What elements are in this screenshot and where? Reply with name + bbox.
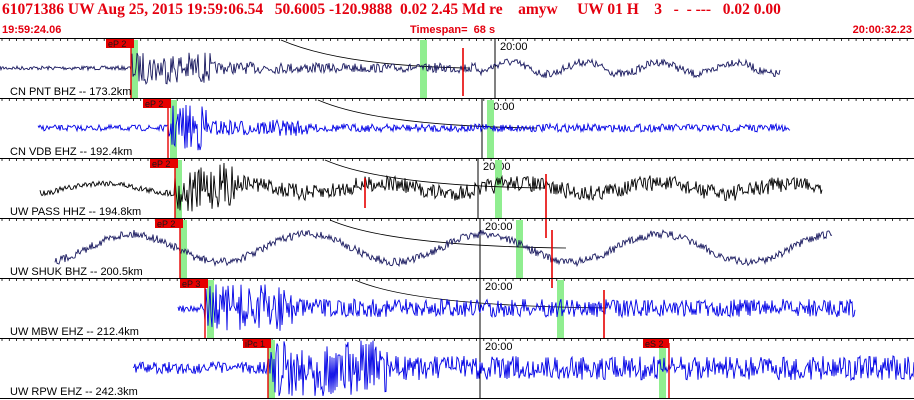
travel-time-curve bbox=[354, 279, 608, 309]
p-arrival-band bbox=[131, 40, 138, 98]
s-pick-box[interactable] bbox=[643, 339, 669, 348]
travel-time-curve bbox=[329, 219, 567, 249]
phase-pick-box[interactable] bbox=[243, 339, 271, 348]
trace-row-5[interactable]: 20:00 eP 3 UW MBW EHZ -- 212.4km bbox=[0, 278, 914, 339]
trace-row-1[interactable]: 20:00 eP 2 CN PNT BHZ -- 173.2km bbox=[0, 38, 914, 99]
waveform-trace bbox=[0, 52, 781, 85]
phase-pick-box[interactable] bbox=[180, 279, 208, 288]
phase-pick-box[interactable] bbox=[143, 99, 171, 108]
waveform-trace bbox=[39, 162, 823, 212]
station-label: UW RPW EHZ -- 242.3km bbox=[10, 386, 138, 398]
event-summary-title: 61071386 UW Aug 25, 2015 19:59:06.54 50.… bbox=[2, 1, 781, 18]
predicted-arrival-band bbox=[420, 40, 427, 98]
station-label: UW MBW EHZ -- 212.4km bbox=[10, 326, 139, 338]
predicted-arrival-band bbox=[487, 100, 494, 158]
phase-pick-label: eP 2 bbox=[157, 219, 175, 229]
timespan-label: Timespan= 68 s bbox=[410, 24, 496, 36]
phase-pick-label: eP 2 bbox=[145, 99, 163, 109]
minute-label: 20:00 bbox=[485, 281, 513, 293]
p-arrival-band bbox=[180, 220, 187, 278]
travel-time-curve bbox=[280, 39, 471, 69]
station-label: UW PASS HHZ -- 194.8km bbox=[10, 206, 141, 218]
trace-row-4[interactable]: 20:00 eP 2 UW SHUK BHZ -- 200.5km bbox=[0, 218, 914, 288]
phase-pick-label: eP 3 bbox=[182, 279, 200, 289]
start-time-label: 19:59:24.06 bbox=[2, 24, 62, 36]
predicted-arrival-band bbox=[557, 280, 564, 338]
phase-pick-box[interactable] bbox=[155, 219, 183, 228]
station-label: CN PNT BHZ -- 173.2km bbox=[10, 86, 131, 98]
seismogram-panel[interactable]: 20:00 eP 2 CN PNT BHZ -- 173.2km 20:00 eP 2 C… bbox=[0, 38, 914, 400]
predicted-arrival-band bbox=[516, 220, 523, 278]
predicted-arrival-band bbox=[495, 160, 502, 218]
minute-label: 20:00 bbox=[500, 41, 528, 53]
event-header: 61071386 UW Aug 25, 2015 19:59:06.54 50.… bbox=[0, 0, 914, 38]
p-arrival-band bbox=[268, 340, 275, 398]
phase-pick-box[interactable] bbox=[150, 159, 178, 168]
waveform-trace bbox=[37, 104, 791, 151]
trace-row-3[interactable]: 20:00 eP 2 UW PASS HHZ -- 194.8km bbox=[0, 158, 914, 238]
waveform-trace bbox=[177, 284, 856, 331]
phase-pick-label: eP 2 bbox=[108, 39, 126, 49]
s-pick-label: eS 2 bbox=[645, 339, 664, 349]
predicted-arrival-band bbox=[659, 340, 666, 398]
phase-pick-label: iPc 1 bbox=[245, 339, 265, 349]
trace-row-6[interactable]: 20:00 iPc 1 eS 2 UW RPW EHZ -- 242.3km bbox=[0, 338, 914, 399]
station-label: UW SHUK BHZ -- 200.5km bbox=[10, 266, 143, 278]
travel-time-curve bbox=[317, 99, 538, 129]
station-label: CN VDB EHZ -- 192.4km bbox=[10, 146, 132, 158]
end-time-label: 20:00:32.23 bbox=[852, 24, 912, 36]
phase-pick-box[interactable] bbox=[106, 39, 134, 48]
minute-label: 20:00 bbox=[485, 341, 513, 353]
waveform-trace bbox=[132, 340, 914, 397]
waveform-trace bbox=[54, 229, 833, 268]
minute-label: 20:00 bbox=[485, 221, 513, 233]
phase-pick-label: eP 2 bbox=[152, 159, 170, 169]
